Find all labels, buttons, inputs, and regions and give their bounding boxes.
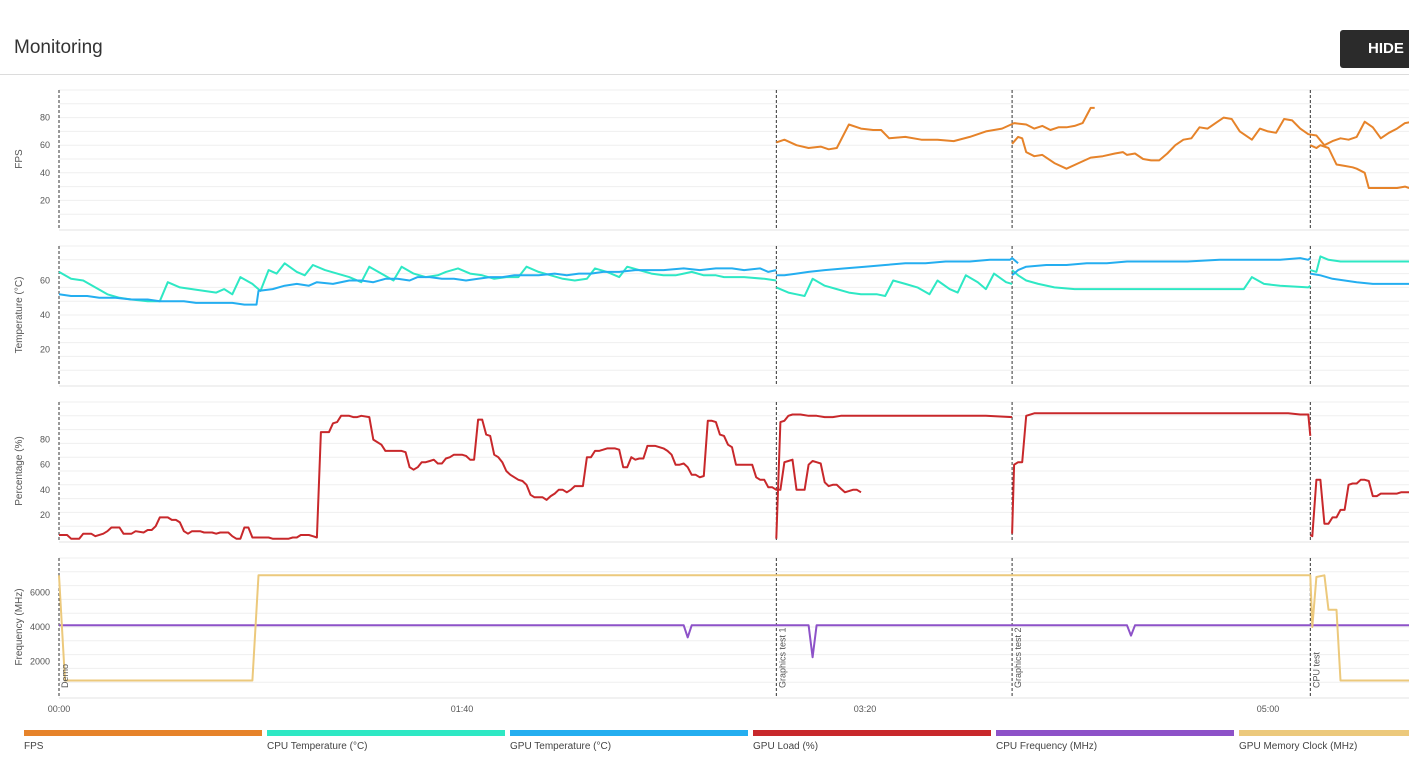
series-line-gpu_mem_clock [58, 574, 1409, 682]
series-line-gpu_load [775, 413, 1013, 539]
series-line-gpu_temp [776, 257, 1019, 277]
series-line-gpu_temp [1011, 257, 1311, 277]
legend-swatch [24, 730, 262, 736]
y-tick-label: 60 [40, 276, 50, 286]
marker-label: Demo [60, 664, 70, 688]
y-axis-label: Frequency (MHz) [14, 588, 25, 665]
series-line-fps [1309, 144, 1409, 189]
series-line-cpu_temp [775, 272, 1013, 297]
legend-label: CPU Frequency (MHz) [996, 741, 1098, 752]
series-line-gpu_load [59, 414, 862, 540]
y-tick-label: 20 [40, 345, 50, 355]
series-line-gpu_temp [58, 267, 777, 306]
chart-panel-1: 20 40 60 80 FPS [14, 89, 1409, 231]
legend-label: GPU Load (%) [753, 741, 819, 752]
chart-panel-3: 20 40 60 80 Percentage (%) [14, 401, 1409, 543]
series-line-cpu_freq [59, 624, 1409, 659]
series-line-gpu_load [1011, 412, 1312, 534]
series-line-gpu_load [1309, 478, 1409, 538]
x-tick-label: 01:40 [451, 704, 474, 714]
y-tick-label: 4000 [30, 622, 50, 632]
series-line-cpu_temp [1011, 269, 1311, 291]
legend-swatch [267, 730, 505, 736]
x-tick-label: 00:00 [48, 704, 71, 714]
page-header: Monitoring HIDE I [0, 0, 1409, 75]
x-tick-label: 03:20 [854, 704, 877, 714]
legend-swatch [1239, 730, 1409, 736]
y-tick-label: 60 [40, 140, 50, 150]
y-tick-label: 40 [40, 310, 50, 320]
page-title: Monitoring [14, 37, 103, 58]
chart-panel-2: 20 40 60 Temperature (°C) [14, 245, 1409, 387]
legend-label: CPU Temperature (°C) [267, 741, 368, 752]
legend-swatch [996, 730, 1234, 736]
y-tick-label: 20 [40, 510, 50, 520]
marker-label: Graphics test 1 [777, 627, 787, 688]
series-line-gpu_temp [1310, 272, 1409, 285]
hide-details-button[interactable]: HIDE I [1340, 30, 1409, 68]
y-tick-label: 2000 [30, 657, 50, 667]
y-tick-label: 6000 [30, 588, 50, 598]
y-tick-label: 40 [40, 485, 50, 495]
y-tick-label: 60 [40, 460, 50, 470]
monitoring-chart: 20 40 60 80 FPS 20 40 60 Temperature (°C) 20 40 60 8… [14, 89, 1409, 714]
y-axis-label: Temperature (°C) [14, 277, 25, 354]
series-line-cpu_temp [58, 262, 777, 303]
series-line-fps [775, 106, 1095, 151]
legend-label: GPU Temperature (°C) [510, 741, 612, 752]
marker-label: Graphics test 2 [1013, 627, 1023, 688]
legend-swatch [510, 730, 748, 736]
y-tick-label: 80 [40, 435, 50, 445]
chart-panel-4: 2000 4000 6000 Frequency (MHz) Demo Graphics … [14, 557, 1409, 699]
series-line-fps [1011, 116, 1409, 170]
legend-label: GPU Memory Clock (MHz) [1239, 741, 1358, 752]
y-axis-label: Percentage (%) [14, 436, 25, 505]
legend-label: FPS [24, 741, 44, 752]
x-tick-label: 05:00 [1257, 704, 1280, 714]
y-tick-label: 40 [40, 168, 50, 178]
y-tick-label: 20 [40, 195, 50, 205]
chart-legend: FPS CPU Temperature (°C) GPU Temperature (… [0, 730, 1409, 760]
legend-swatch [753, 730, 991, 736]
series-line-cpu_temp [1310, 255, 1409, 273]
y-tick-label: 80 [40, 113, 50, 123]
y-axis-label: FPS [14, 149, 25, 169]
marker-label: CPU test [1311, 651, 1321, 688]
